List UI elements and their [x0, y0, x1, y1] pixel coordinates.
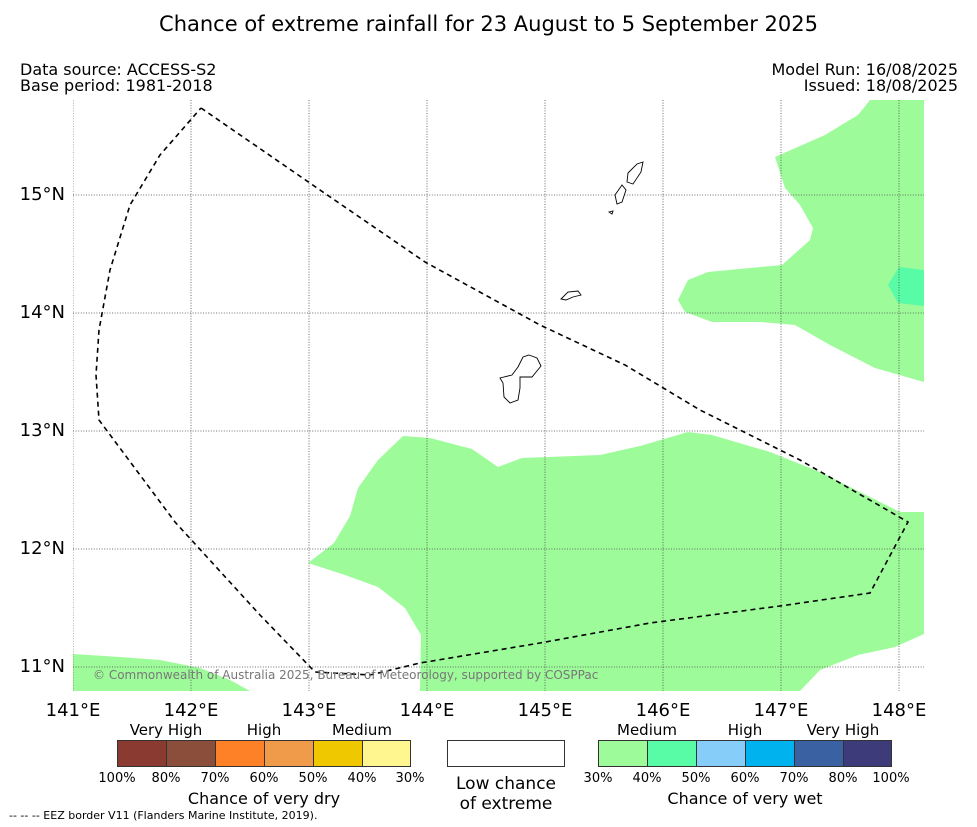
legend-dry-tick: 70% — [200, 771, 230, 786]
legend-wet-swatch — [696, 740, 746, 767]
legend-dry-tick: 30% — [395, 771, 425, 786]
legend-dry-cat-very-high: Very High — [129, 721, 203, 739]
issued-date: Issued: 18/08/2025 — [803, 76, 958, 95]
legend-dry-title: Chance of very dry — [187, 789, 341, 808]
island-aguijan — [607, 210, 614, 215]
lon-label-147e: 147°E — [753, 700, 809, 721]
legend-dry-cat-high: High — [246, 721, 282, 739]
legend-dry-swatch — [264, 740, 314, 767]
islands — [499, 161, 644, 404]
eez-footnote: -- -- -- EEZ border V11 (Flanders Marine… — [9, 809, 318, 822]
legend-wet-cat-medium: Medium — [617, 721, 677, 739]
eez-border — [95, 107, 910, 676]
wet-region-northeast — [678, 100, 924, 382]
island-rota — [560, 290, 582, 301]
legend-wet-swatch — [647, 740, 697, 767]
legend-dry-tick: 40% — [347, 771, 377, 786]
legend-dry-tick: 50% — [298, 771, 328, 786]
legend-wet-title: Chance of very wet — [667, 789, 823, 808]
island-tinian — [614, 184, 627, 205]
legend-dry-tick: 80% — [151, 771, 181, 786]
legend-dry-swatch — [313, 740, 363, 767]
legend-low-line1: Low chance — [456, 774, 556, 794]
lat-label-15n: 15°N — [19, 184, 65, 205]
map-title: Chance of extreme rainfall for 23 August… — [159, 12, 818, 36]
legend-dry-swatch — [117, 740, 167, 767]
lat-label-11n: 11°N — [19, 656, 65, 677]
lon-label-143e: 143°E — [281, 700, 337, 721]
legend-dry-tick: 100% — [98, 771, 136, 786]
copyright-notice: © Commonwealth of Australia 2025, Bureau… — [93, 668, 599, 682]
legend-dry-swatch — [166, 740, 216, 767]
legend-wet-swatch — [843, 740, 892, 767]
legend-dry-swatch — [215, 740, 265, 767]
legend-dry-cat-medium: Medium — [332, 721, 392, 739]
base-period: Base period: 1981-2018 — [20, 76, 213, 95]
legend-wet-tick: 80% — [828, 771, 858, 786]
data-source: Data source: ACCESS-S2 — [20, 60, 217, 79]
legend-low-line2: of extreme — [459, 794, 553, 814]
lon-label-148e: 148°E — [871, 700, 927, 721]
lon-label-141e: 141°E — [45, 700, 101, 721]
legend-low-label: Low chance of extreme — [447, 774, 565, 814]
legend-low-swatch — [447, 740, 565, 767]
legend-wet-cat-high: High — [727, 721, 763, 739]
legend-wet-tick: 60% — [730, 771, 760, 786]
legend-wet-tick: 100% — [872, 771, 910, 786]
legend-wet-swatch — [598, 740, 648, 767]
lat-label-12n: 12°N — [19, 538, 65, 559]
metadata-right: Model Run: 16/08/2025 Issued: 18/08/2025 — [772, 62, 959, 94]
wet-region-high-patch — [888, 267, 924, 306]
island-saipan — [626, 161, 644, 185]
lon-label-144e: 144°E — [399, 700, 455, 721]
island-guam — [499, 354, 542, 404]
legend-wet-swatch — [745, 740, 795, 767]
legend-wet-cat-very-high: Very High — [806, 721, 880, 739]
model-run: Model Run: 16/08/2025 — [771, 60, 959, 79]
lat-label-13n: 13°N — [19, 420, 65, 441]
legend-wet-tick: 30% — [583, 771, 613, 786]
legend-dry-swatch — [362, 740, 411, 767]
lat-label-14n: 14°N — [19, 302, 65, 323]
legend-wet-tick: 70% — [779, 771, 809, 786]
legend-wet-swatch — [794, 740, 844, 767]
wet-region-south — [308, 432, 924, 691]
lon-label-145e: 145°E — [517, 700, 573, 721]
lon-label-146e: 146°E — [635, 700, 691, 721]
legend-wet-tick: 50% — [681, 771, 711, 786]
wet-region-southwest — [73, 654, 250, 691]
legend-wet-tick: 40% — [632, 771, 662, 786]
legend-dry-tick: 60% — [249, 771, 279, 786]
lon-label-142e: 142°E — [163, 700, 219, 721]
metadata-left: Data source: ACCESS-S2 Base period: 1981… — [20, 62, 216, 94]
